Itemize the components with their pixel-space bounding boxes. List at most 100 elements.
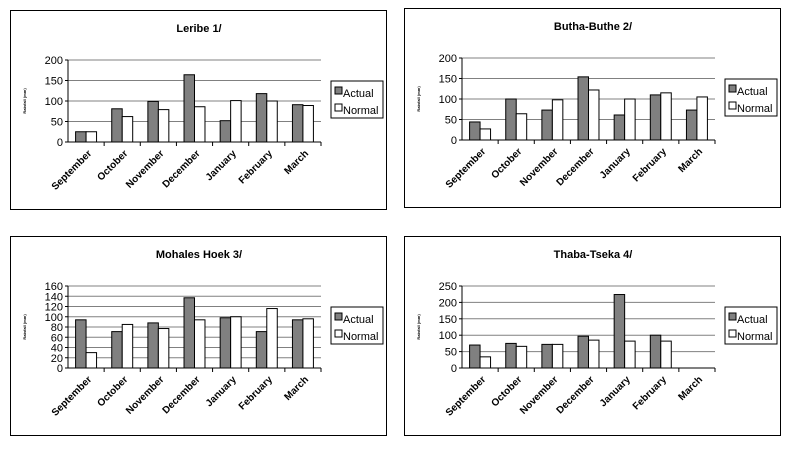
bar-actual bbox=[577, 335, 589, 369]
chart-title: Leribe 1/ bbox=[176, 23, 221, 35]
legend: Actual Normal bbox=[724, 78, 778, 117]
x-tick-label: September bbox=[444, 374, 488, 418]
bar-actual bbox=[75, 131, 87, 143]
y-tick-label: 80 bbox=[51, 322, 63, 334]
x-tick-label: October bbox=[489, 146, 524, 181]
x-tick-label: December bbox=[555, 374, 597, 416]
y-tick-label: 200 bbox=[45, 55, 63, 67]
bar-actual bbox=[111, 108, 123, 143]
chart-title: Thaba-Tseka 4/ bbox=[554, 249, 633, 261]
x-tick-label: October bbox=[95, 148, 130, 183]
bar-normal bbox=[551, 343, 564, 369]
legend-label-normal: Normal bbox=[737, 331, 772, 343]
bar-actual bbox=[255, 331, 268, 369]
y-tick-label: 100 bbox=[45, 312, 63, 324]
bar-actual bbox=[577, 76, 589, 141]
y-axis-label: Rainfall (mm) bbox=[22, 314, 27, 340]
chart-panel-butha-buthe: Butha-Buthe 2/Rainfall (mm) 0 50 100 150 200 S… bbox=[404, 8, 781, 208]
bar-actual bbox=[183, 74, 195, 143]
x-tick-label: December bbox=[555, 146, 597, 188]
bar-actual bbox=[219, 317, 232, 369]
bar-chart: Butha-Buthe 2/Rainfall (mm) 0 50 100 150 200 S… bbox=[416, 21, 778, 191]
y-tick-label: 50 bbox=[445, 347, 457, 359]
bar-normal bbox=[194, 319, 206, 369]
bar-actual bbox=[147, 100, 159, 143]
bar-normal bbox=[302, 318, 314, 369]
bar-normal bbox=[479, 128, 492, 141]
bar-normal bbox=[660, 340, 672, 369]
bar-chart: Mohales Hoek 3/Rainfall (mm) 020406080100… bbox=[22, 249, 384, 419]
y-tick-label: 50 bbox=[445, 115, 457, 127]
bar-actual bbox=[75, 319, 87, 369]
legend: Actual Normal bbox=[330, 306, 384, 345]
bar-normal bbox=[85, 131, 98, 143]
bar-normal bbox=[660, 92, 672, 141]
legend-swatch-actual bbox=[728, 84, 737, 93]
y-tick-label: 100 bbox=[439, 330, 457, 342]
legend-label-normal: Normal bbox=[343, 105, 378, 117]
bar-chart: Thaba-Tseka 4/Rainfall (mm) 0 50 100 150 200 2… bbox=[416, 249, 778, 419]
y-tick-label: 60 bbox=[51, 332, 63, 344]
bar-actual bbox=[613, 294, 626, 369]
bar-actual bbox=[505, 342, 517, 369]
x-tick-label: March bbox=[676, 146, 705, 175]
bar-normal bbox=[696, 96, 708, 141]
y-axis-label: Rainfall (mm) bbox=[22, 88, 27, 114]
bar-actual bbox=[541, 109, 553, 141]
bar-actual bbox=[649, 334, 662, 369]
x-tick-label: November bbox=[518, 374, 560, 416]
y-tick-label: 100 bbox=[45, 96, 63, 108]
legend-label-actual: Actual bbox=[737, 86, 768, 98]
y-tick-label: 0 bbox=[451, 363, 457, 375]
y-tick-label: 160 bbox=[45, 281, 63, 293]
y-axis-label: Rainfall (mm) bbox=[416, 86, 421, 112]
bar-normal bbox=[230, 100, 242, 143]
y-tick-label: 140 bbox=[45, 291, 63, 303]
bar-actual bbox=[613, 114, 626, 141]
y-tick-label: 40 bbox=[51, 343, 63, 355]
bar-normal bbox=[302, 105, 314, 143]
x-tick-label: January bbox=[598, 146, 633, 181]
y-tick-label: 100 bbox=[439, 94, 457, 106]
bar-normal bbox=[230, 316, 242, 369]
y-tick-label: 150 bbox=[439, 74, 457, 86]
legend: Actual Normal bbox=[330, 80, 384, 119]
legend-swatch-actual bbox=[334, 312, 343, 321]
x-tick-label: March bbox=[676, 374, 705, 403]
x-tick-label: September bbox=[444, 146, 488, 190]
chart-panel-leribe: Leribe 1/Rainfall (mm) 0 50 100 150 200 Septem… bbox=[10, 10, 387, 210]
bar-actual bbox=[469, 344, 481, 369]
bar-normal bbox=[588, 339, 600, 369]
chart-panel-mohales-hoek: Mohales Hoek 3/Rainfall (mm) 0 20 40 60 80 100… bbox=[10, 236, 387, 436]
bar-actual bbox=[685, 109, 698, 141]
y-tick-label: 0 bbox=[451, 135, 457, 147]
y-tick-label: 150 bbox=[45, 76, 63, 88]
bar-normal bbox=[266, 100, 278, 143]
chart-panel-thaba-tseka: Thaba-Tseka 4/Rainfall (mm) 0 50 100 150 200 2… bbox=[404, 236, 781, 436]
bar-actual bbox=[291, 319, 304, 369]
legend-label-normal: Normal bbox=[343, 331, 378, 343]
bar-actual bbox=[183, 297, 195, 369]
bar-normal bbox=[157, 109, 170, 143]
y-tick-label: 50 bbox=[51, 117, 63, 129]
bar-actual bbox=[469, 121, 481, 141]
y-tick-label: 0 bbox=[57, 137, 63, 149]
legend-swatch-actual bbox=[728, 312, 737, 321]
bar-actual bbox=[255, 93, 268, 143]
bar-normal bbox=[515, 113, 528, 141]
x-tick-label: March bbox=[282, 374, 311, 403]
x-tick-label: February bbox=[237, 374, 275, 412]
legend-label-actual: Actual bbox=[343, 314, 374, 326]
legend-swatch-normal bbox=[728, 101, 737, 110]
bar-normal bbox=[551, 99, 564, 141]
bar-normal bbox=[624, 340, 636, 369]
bar-normal bbox=[588, 89, 600, 141]
legend-label-actual: Actual bbox=[737, 314, 768, 326]
x-tick-label: December bbox=[161, 374, 203, 416]
bar-actual bbox=[219, 120, 232, 143]
bar-actual bbox=[541, 343, 553, 369]
bar-normal bbox=[157, 328, 170, 369]
bar-chart: Leribe 1/Rainfall (mm) 0 50 100 150 200 Septem… bbox=[22, 23, 384, 193]
y-tick-label: 200 bbox=[439, 297, 457, 309]
x-tick-label: September bbox=[50, 148, 94, 192]
